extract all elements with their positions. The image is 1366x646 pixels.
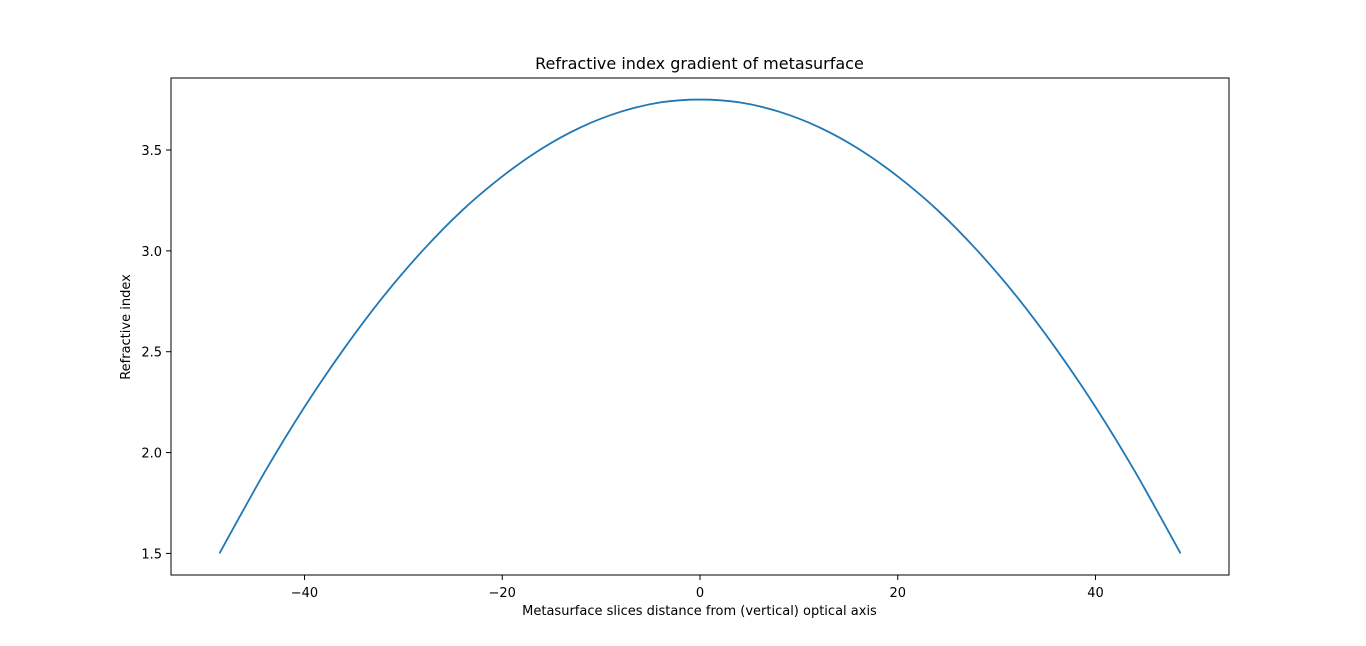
x-axis-label: Metasurface slices distance from (vertic… [522,604,877,619]
y-tick-label: 2.0 [141,447,162,462]
y-axis-ticks: 1.5 2.0 2.5 3.0 3.5 [141,144,171,562]
chart-title: Refractive index gradient of metasurface [535,54,864,73]
y-tick-label: 2.5 [141,346,162,361]
series-line [218,98,1182,554]
x-tick-label: 40 [1087,586,1104,601]
x-tick-label: 20 [889,586,906,601]
plot-area [171,78,1229,575]
x-tick-label: −20 [489,586,516,601]
x-tick-label: −40 [291,586,318,601]
y-tick-label: 3.5 [141,144,162,159]
x-tick-label: 0 [696,586,704,601]
y-tick-label: 1.5 [141,547,162,562]
y-axis-label: Refractive index [119,274,134,380]
plot-frame [170,77,1230,576]
x-axis-ticks: −40 −20 0 20 40 [291,575,1104,601]
y-tick-label: 3.0 [141,245,162,260]
